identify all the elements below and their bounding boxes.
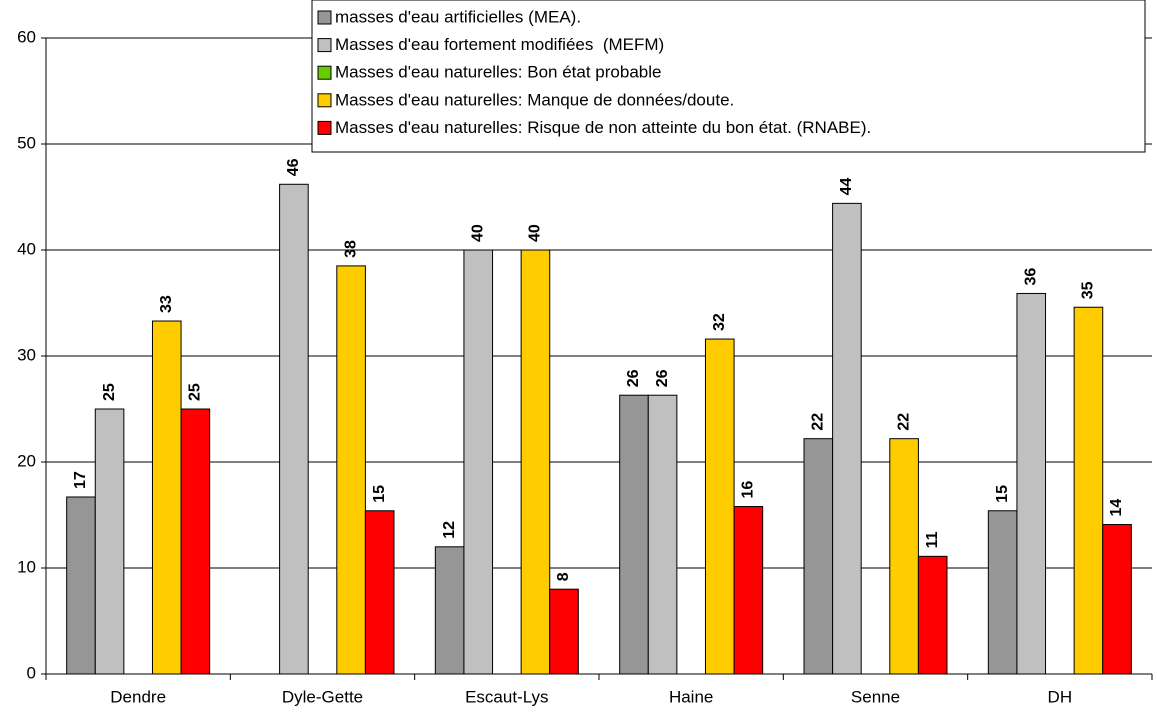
data-label: 8: [555, 572, 572, 581]
y-tick-label: 10: [17, 557, 36, 576]
data-label: 32: [711, 313, 728, 331]
bar: [364, 510, 395, 675]
data-label: 16: [740, 481, 757, 499]
data-label: 40: [469, 224, 486, 242]
y-tick-label: 40: [17, 239, 36, 258]
data-label: 46: [285, 158, 302, 176]
x-tick-label: Dyle-Gette: [282, 687, 363, 706]
data-label: 33: [158, 295, 175, 313]
bar: [1102, 524, 1132, 675]
bar: [889, 438, 919, 675]
data-label: 26: [654, 369, 671, 387]
data-label: 11: [924, 531, 941, 548]
y-tick-label: 0: [27, 663, 36, 682]
legend-swatch: [317, 38, 332, 53]
bar: [917, 555, 948, 675]
legend-swatch: [317, 120, 332, 135]
data-label: 40: [527, 224, 544, 242]
bar: [647, 394, 678, 675]
bar: [704, 338, 735, 675]
bar: [463, 249, 494, 675]
x-tick-label: Haine: [669, 687, 713, 706]
bar: [279, 183, 309, 675]
data-label: 17: [72, 471, 89, 489]
bar: [336, 265, 366, 675]
bar: [151, 320, 182, 675]
bar: [549, 588, 579, 675]
legend-swatch: [317, 65, 332, 80]
bar: [434, 546, 465, 675]
data-label: 25: [187, 383, 204, 401]
data-label: 15: [371, 485, 388, 503]
x-tick-label: Senne: [851, 687, 900, 706]
legend-box: [311, 0, 1146, 153]
bar: [733, 506, 764, 675]
legend-label: Masses d'eau naturelles: Bon état probab…: [335, 63, 661, 82]
legend-swatch: [317, 93, 332, 108]
y-tick-label: 60: [17, 27, 36, 46]
data-label: 26: [625, 369, 642, 387]
x-tick-label: Dendre: [110, 687, 166, 706]
bar: [803, 438, 834, 675]
x-tick-label: Escaut-Lys: [465, 687, 548, 706]
data-label: 12: [441, 521, 458, 539]
bar: [619, 394, 649, 675]
data-label: 36: [1022, 268, 1039, 286]
data-label: 25: [101, 383, 118, 401]
y-tick-label: 20: [17, 451, 36, 470]
bar: [520, 249, 551, 675]
bar: [1073, 306, 1104, 675]
bar: [66, 496, 96, 675]
bar: [832, 202, 862, 675]
y-tick-label: 30: [17, 345, 36, 364]
legend-swatch: [317, 10, 332, 25]
legend-label: Masses d'eau naturelles: Manque de donné…: [335, 90, 734, 109]
x-tick-label: DH: [1048, 687, 1073, 706]
bar: [180, 408, 211, 675]
legend-label: masses d'eau artificielles (MEA).: [335, 7, 581, 26]
data-label: 14: [1108, 499, 1125, 517]
data-label: 15: [994, 485, 1011, 503]
legend-label: Masses d'eau naturelles: Risque de non a…: [335, 118, 871, 137]
data-label: 44: [838, 177, 855, 195]
data-label: 22: [810, 413, 827, 431]
legend-label: Masses d'eau fortement modifiées (MEFM): [335, 35, 664, 54]
bar: [94, 408, 125, 675]
bar: [1016, 292, 1047, 675]
data-label: 22: [895, 413, 912, 431]
data-label: 35: [1080, 281, 1097, 299]
bar: [987, 510, 1018, 675]
y-tick-label: 50: [17, 133, 36, 152]
data-label: 38: [342, 240, 359, 258]
